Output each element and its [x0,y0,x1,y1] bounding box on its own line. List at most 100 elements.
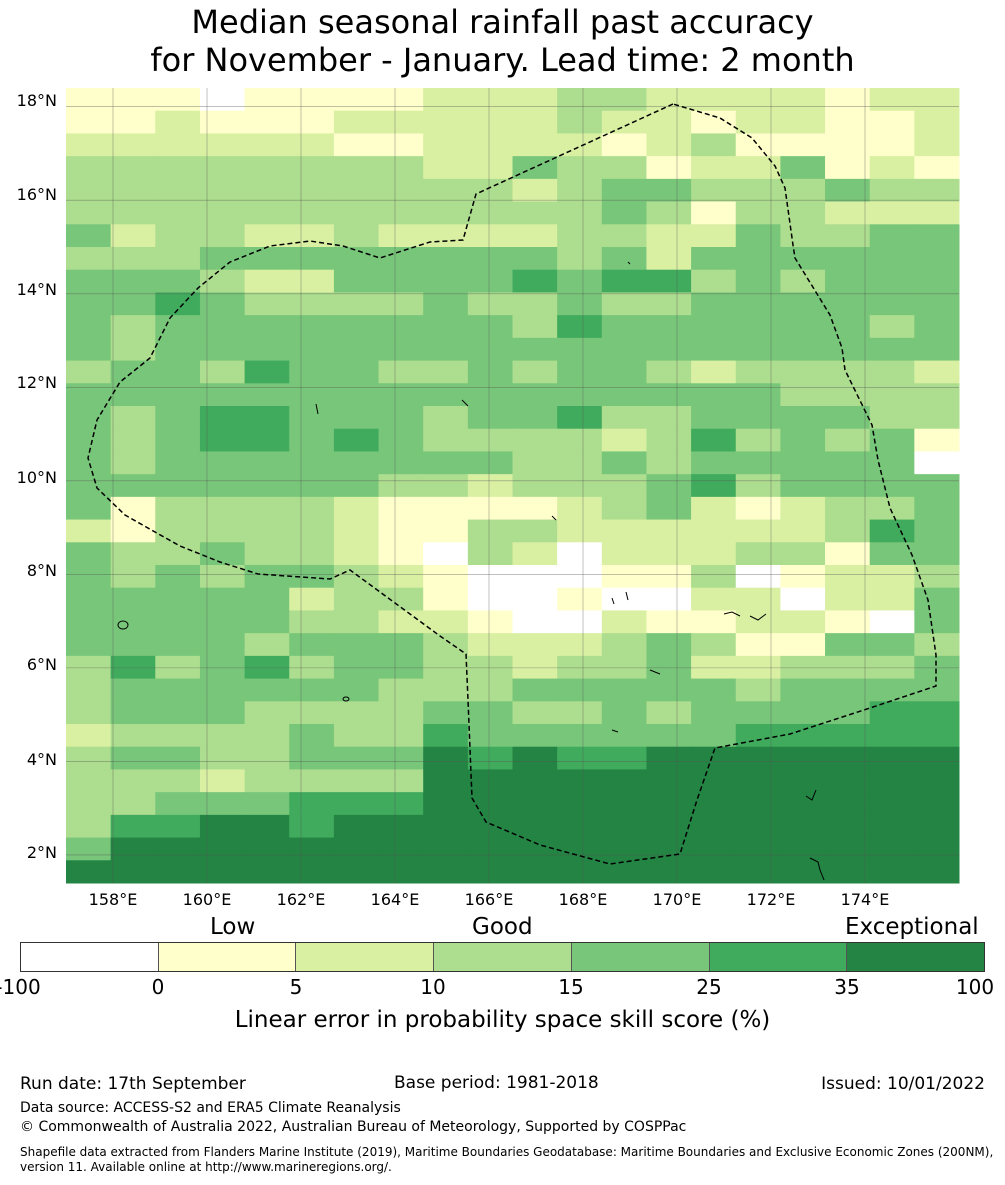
skill-cell [199,292,246,316]
skill-cell [199,224,246,248]
skill-cell [333,451,380,475]
skill-cell [110,315,156,339]
skill-cell [735,655,781,680]
skill-cell [333,565,380,589]
skill-cell [66,746,112,770]
skill-cell [691,769,737,793]
skill-cell [199,428,246,452]
skill-cell [825,428,871,452]
skill-cell [825,383,871,407]
skill-cell [199,655,246,680]
skill-cell [780,496,826,521]
skill-cell [467,428,513,452]
lat-label-4n: 4°N [26,750,57,769]
skill-cell [512,337,558,362]
skill-cell [646,519,692,543]
colorbar-tick-100: 100 [955,975,995,999]
skill-cell [512,701,558,725]
skill-cell [244,247,290,271]
skill-cell [512,610,558,634]
skill-cell [780,792,826,816]
skill-cell [646,247,692,271]
skill-cell [601,406,647,430]
skill-cell [557,178,603,203]
skill-cell [289,315,335,339]
skill-cell [467,565,513,589]
skill-cell [110,428,156,452]
skill-cell [512,724,558,748]
colorbar-tick-10: 10 [420,975,446,999]
skill-cell [423,156,469,180]
skill-cell [735,678,781,702]
skill-cell [512,88,558,112]
skill-cell [869,88,915,112]
skill-cell [512,496,558,521]
skill-cell [423,224,469,248]
skill-cell [869,315,915,339]
skill-cell [825,724,871,748]
skill-cell [691,678,737,702]
skill-cell [333,315,380,339]
lon-label-166e: 166°E [464,890,514,909]
skill-cell [66,701,112,725]
skill-cell [512,406,558,430]
skill-cell [155,133,201,157]
lat-label-10n: 10°N [16,468,57,487]
skill-cell [155,110,201,134]
skill-cell [110,269,156,293]
skill-cell [378,110,424,134]
skill-cell [780,201,826,225]
skill-cell [467,88,513,112]
skill-cell [423,542,469,566]
skill-cell [333,406,380,430]
skill-cell [825,360,871,384]
skill-cell [780,701,826,725]
skill-cell [467,633,513,657]
skill-cell [199,474,246,498]
colorbar-axis-label: Linear error in probability space skill … [234,1007,771,1033]
skill-cell [557,587,603,611]
skill-cell [155,610,201,634]
skill-cell [199,247,246,271]
skill-cell [423,247,469,271]
skill-cell [601,587,647,611]
skill-cell [199,860,246,884]
skill-cell [869,769,915,793]
skill-cell [289,451,335,475]
skill-cell [512,769,558,793]
skill-cell [512,587,558,611]
skill-cell [869,565,915,589]
skill-cell [646,201,692,225]
skill-cell [467,178,513,203]
skill-cell [66,156,112,180]
skill-cell [378,565,424,589]
skill-cell [869,337,915,362]
island-outline [342,696,350,702]
legend-exceptional-label: Exceptional [845,914,979,940]
skill-cell [914,269,960,293]
island-outline [627,261,631,265]
skill-cell [467,133,513,157]
skill-cell [155,633,201,657]
skill-cell [244,587,290,611]
skill-cell [646,110,692,134]
base-period-text: Base period: 1981-2018 [394,1073,599,1093]
skill-cell [155,474,201,498]
skill-cell [110,383,156,407]
skill-cell [155,360,201,384]
skill-cell [691,496,737,521]
lat-label-12n: 12°N [16,373,57,392]
skill-cell [601,610,647,634]
skill-cell [66,474,112,498]
skill-cell [467,519,513,543]
skill-cell [557,746,603,770]
lon-label-160e: 160°E [182,890,232,909]
skill-cell [378,88,424,112]
skill-cell [333,746,380,770]
skill-cell [735,724,781,748]
skill-cell [378,769,424,793]
skill-cell [333,247,380,271]
skill-cell [155,519,201,543]
skill-cell [869,496,915,521]
skill-cell [110,792,156,816]
